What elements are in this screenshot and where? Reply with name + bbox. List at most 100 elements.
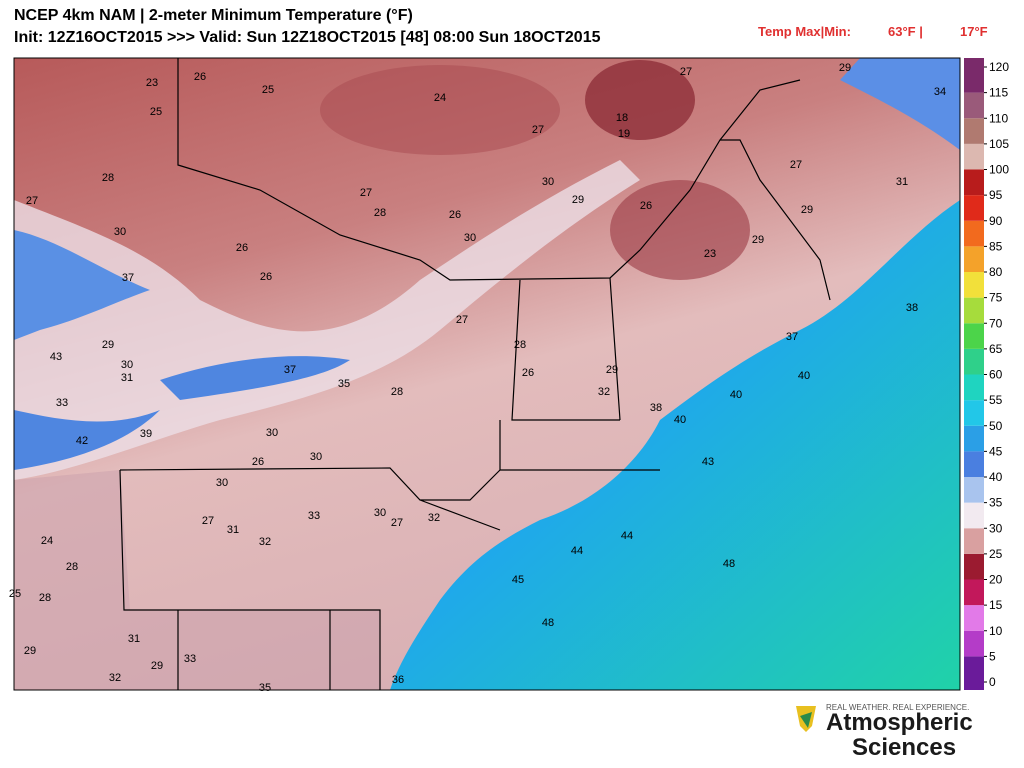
station-value: 28 xyxy=(66,561,78,573)
title: NCEP 4km NAM | 2-meter Minimum Temperatu… xyxy=(14,7,413,24)
station-value: 39 xyxy=(140,428,152,440)
colorbar-segment xyxy=(964,374,984,401)
station-value: 33 xyxy=(56,397,68,409)
colorbar-cap xyxy=(964,58,984,67)
station-value: 32 xyxy=(428,512,440,524)
map-frame xyxy=(13,57,961,691)
colorbar-segment xyxy=(964,272,984,298)
station-value: 40 xyxy=(674,414,686,426)
colorbar-tick-label: 95 xyxy=(989,188,1003,202)
station-value: 26 xyxy=(252,456,264,468)
colorbar-segment xyxy=(964,348,984,375)
station-value: 24 xyxy=(41,535,53,547)
colorbar-tick-label: 80 xyxy=(989,265,1003,279)
station-value: 32 xyxy=(259,536,271,548)
station-value: 30 xyxy=(310,451,322,463)
colorbar-segment xyxy=(964,220,984,247)
colorbar-tick-label: 40 xyxy=(989,470,1003,484)
station-value: 48 xyxy=(723,558,735,570)
station-value: 31 xyxy=(896,176,908,188)
station-value: 28 xyxy=(39,592,51,604)
station-value: 30 xyxy=(542,176,554,188)
colorbar-segment xyxy=(964,451,984,477)
station-value: 38 xyxy=(906,302,918,314)
logo-line1: Atmospheric xyxy=(826,709,973,736)
station-value: 26 xyxy=(640,200,652,212)
colorbar-tick-label: 5 xyxy=(989,649,996,663)
station-value: 33 xyxy=(184,653,196,665)
lake-ontario xyxy=(160,356,350,400)
station-value: 45 xyxy=(512,574,524,586)
colorbar-segment xyxy=(964,502,984,529)
colorbar-tick-label: 115 xyxy=(989,86,1008,100)
colorbar-segment xyxy=(964,630,984,657)
station-value: 30 xyxy=(374,507,386,519)
colorbar-tick-label: 90 xyxy=(989,214,1003,228)
station-value: 25 xyxy=(150,106,162,118)
cold-pocket xyxy=(610,180,750,280)
temp-label: Temp Max|Min: xyxy=(758,24,851,39)
station-value: 19 xyxy=(618,128,630,140)
station-value: 26 xyxy=(449,209,461,221)
station-value: 38 xyxy=(650,402,662,414)
station-value: 23 xyxy=(146,77,158,89)
station-value: 40 xyxy=(730,389,742,401)
station-value: 27 xyxy=(456,314,468,326)
colorbar-segment xyxy=(964,143,984,170)
station-value: 28 xyxy=(102,172,114,184)
lake-huron xyxy=(14,230,150,340)
station-value: 32 xyxy=(598,386,610,398)
station-value: 43 xyxy=(702,456,714,468)
logo-line2: Sciences xyxy=(852,734,956,761)
station-value: 30 xyxy=(121,359,133,371)
logo: REAL WEATHER. REAL EXPERIENCE. Atmospher… xyxy=(796,703,973,761)
station-value: 30 xyxy=(216,477,228,489)
station-value: 28 xyxy=(374,207,386,219)
station-value: 32 xyxy=(109,672,121,684)
colorbar-tick-label: 35 xyxy=(989,496,1003,510)
colorbar-segment xyxy=(964,297,984,324)
colorbar-tick-label: 30 xyxy=(989,521,1003,535)
station-value: 40 xyxy=(798,370,810,382)
station-value: 31 xyxy=(121,372,133,384)
station-value: 35 xyxy=(259,682,271,694)
colorbar-segment xyxy=(964,477,984,503)
station-value: 42 xyxy=(76,435,88,447)
station-value: 23 xyxy=(704,248,716,260)
station-value: 29 xyxy=(606,364,618,376)
station-value: 37 xyxy=(284,364,296,376)
colorbar-tick-label: 15 xyxy=(989,598,1003,612)
station-value: 29 xyxy=(151,660,163,672)
station-value: 35 xyxy=(338,378,350,390)
station-value: 28 xyxy=(514,339,526,351)
colorbar-tick-label: 120 xyxy=(989,60,1009,74)
station-value: 43 xyxy=(50,351,62,363)
colorbar-tick-label: 75 xyxy=(989,291,1003,305)
colorbar-cap xyxy=(964,682,984,690)
station-value: 27 xyxy=(790,159,802,171)
station-value: 31 xyxy=(128,633,140,645)
station-value: 25 xyxy=(9,588,21,600)
colorbar-segment xyxy=(964,67,984,93)
station-value: 44 xyxy=(621,530,633,542)
station-value: 26 xyxy=(236,242,248,254)
temp-min: 17°F xyxy=(960,24,988,39)
station-value: 29 xyxy=(839,62,851,74)
station-value: 36 xyxy=(392,674,404,686)
colorbar-segment xyxy=(964,553,984,580)
station-value: 18 xyxy=(616,112,628,124)
ocean xyxy=(390,200,960,690)
gulf-st-lawrence xyxy=(840,58,960,150)
colorbar-segment xyxy=(964,169,984,196)
station-value: 27 xyxy=(202,515,214,527)
station-value: 29 xyxy=(24,645,36,657)
pennsylvania xyxy=(14,470,380,690)
station-value: 48 xyxy=(542,617,554,629)
station-value: 26 xyxy=(194,71,206,83)
station-value: 27 xyxy=(391,517,403,529)
colorbar-segment xyxy=(964,579,984,606)
station-value: 26 xyxy=(260,271,272,283)
cold-pocket xyxy=(585,60,695,140)
colorbar: 0 5 10 15 20 25 30 35 40 45 50 55 60 65 70 75 80 85 90 95 10… xyxy=(964,58,1009,690)
